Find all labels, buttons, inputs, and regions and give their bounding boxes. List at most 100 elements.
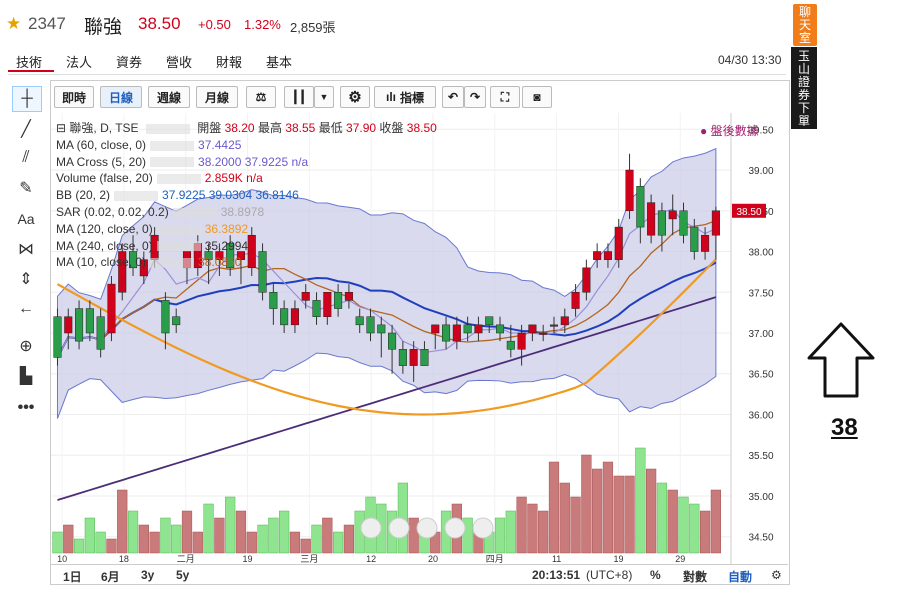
volume-bar: [73, 538, 85, 554]
ma10-line: [56, 219, 717, 358]
redo-icon[interactable]: ↷: [464, 86, 486, 108]
fullscreen-icon[interactable]: ⛶: [490, 86, 520, 108]
candle-body: [247, 234, 256, 269]
tab-financials[interactable]: 財報: [216, 55, 243, 70]
crosshair-icon[interactable]: ┼: [12, 86, 42, 112]
legend-row[interactable]: MA (60, close, 0) 37.4425: [56, 137, 241, 154]
candle-body: [625, 169, 634, 212]
percent-toggle[interactable]: %: [650, 568, 661, 582]
interval-daily-button[interactable]: 日線: [100, 86, 142, 108]
legend-controls-icon[interactable]: [150, 140, 195, 151]
legend-row[interactable]: BB (20, 2) 37.9225 39.0304 36.8146: [56, 187, 299, 204]
tab-divider: [8, 74, 786, 75]
fibonacci-icon[interactable]: ⫽: [22, 149, 30, 166]
price-chart[interactable]: 39.50 39.00 38.50 38.00 37.50 37.00 36.50 36.00…: [51, 113, 788, 565]
legend-controls-icon[interactable]: [172, 207, 217, 218]
candle-body: [290, 308, 299, 326]
active-tab-indicator: [8, 70, 54, 72]
broker-order-button[interactable]: 玉山證券下單: [791, 47, 817, 129]
legend-row[interactable]: MA (240, close, 0) 35.2994: [56, 238, 248, 255]
stock-price: 38.50: [138, 14, 181, 33]
log-toggle[interactable]: 對數: [683, 570, 708, 584]
legend-controls-icon[interactable]: [145, 123, 190, 134]
range-6m-button[interactable]: 6月: [101, 570, 120, 584]
y-tick-label: 35.50: [748, 451, 773, 462]
legend-row-values: 36.3892: [204, 221, 249, 236]
interval-weekly-button[interactable]: 週線: [148, 86, 190, 108]
legend-symbol: 聯強, D, TSE: [69, 121, 139, 135]
pattern-icon[interactable]: ⋈: [18, 241, 34, 258]
legend-title-row: ⊟ 聯強, D, TSE 開盤 38.20 最高 38.55 最低 37.90 …: [56, 120, 437, 137]
open-label: 開盤: [197, 121, 222, 135]
legend-controls-icon[interactable]: [156, 241, 201, 252]
gear-icon[interactable]: ⚙: [771, 568, 782, 582]
brush-icon[interactable]: ✎: [19, 180, 33, 197]
legend-controls-icon[interactable]: [156, 174, 201, 185]
measure-icon[interactable]: ⇕: [19, 271, 33, 288]
chevron-down-icon[interactable]: ▼: [314, 86, 334, 108]
legend-controls-icon[interactable]: [156, 224, 201, 235]
ruler-icon[interactable]: ▙: [19, 368, 33, 385]
undo-icon[interactable]: ↶: [442, 86, 464, 108]
legend-controls-icon[interactable]: [150, 258, 195, 269]
legend-controls-icon[interactable]: [150, 157, 195, 168]
tab-technical[interactable]: 技術: [16, 55, 43, 70]
candle-body: [614, 226, 623, 260]
tab-revenue[interactable]: 營收: [166, 55, 193, 70]
compare-icon[interactable]: ⚖: [246, 86, 276, 108]
interval-realtime-button[interactable]: 即時: [54, 86, 94, 108]
chat-room-button[interactable]: 聊天室: [793, 4, 817, 46]
legend-row-values: 2.859K n/a: [204, 171, 263, 186]
legend-row[interactable]: Volume (false, 20) 2.859K n/a: [56, 170, 263, 187]
candle-body: [560, 316, 569, 326]
after-hours-link[interactable]: ● 盤後數據: [700, 124, 759, 138]
trendline-icon[interactable]: ╱: [21, 121, 31, 138]
zoom-in-icon[interactable]: ⊕: [19, 338, 33, 355]
candle-body: [312, 300, 321, 317]
legend-row-label: Volume (false, 20): [56, 171, 153, 186]
arrow-left-icon[interactable]: ←: [18, 300, 34, 317]
indicators-button[interactable]: ılı 指標: [374, 86, 436, 108]
range-1d-button[interactable]: 1日: [63, 570, 82, 584]
more-icon[interactable]: •••: [17, 399, 35, 416]
low-label: 最低: [318, 121, 343, 135]
tab-basic[interactable]: 基本: [266, 55, 293, 70]
chart-bottom-bar: 1日 6月 3y 5y 20:13:51 (UTC+8) % 對數 自動 ⚙: [51, 564, 788, 585]
volume-bar: [257, 524, 268, 554]
candle-body: [647, 202, 656, 236]
text-icon[interactable]: Aa: [17, 211, 35, 227]
candle-body: [366, 316, 375, 334]
candle-body: [323, 292, 332, 317]
interval-monthly-button[interactable]: 月線: [196, 86, 238, 108]
volume-bar: [548, 461, 560, 554]
collapse-icon[interactable]: ⊟: [56, 121, 67, 135]
range-5y-button[interactable]: 5y: [176, 568, 190, 582]
tab-margin[interactable]: 資券: [116, 55, 143, 70]
legend-row-values: 35.2994: [204, 238, 249, 253]
legend-row[interactable]: MA Cross (5, 20) 38.2000 37.9225 n/a: [56, 154, 308, 171]
gear-icon[interactable]: ⚙: [340, 86, 370, 108]
volume-bar: [602, 461, 614, 554]
range-3y-button[interactable]: 3y: [141, 568, 155, 582]
legend-controls-icon[interactable]: [114, 191, 159, 202]
legend-row[interactable]: MA (10, close, 0) 38.0850: [56, 254, 241, 271]
candle-type-icon[interactable]: ┃┃: [284, 86, 314, 108]
price-change: +0.50: [198, 17, 231, 32]
ma120-line: [56, 258, 717, 416]
camera-icon[interactable]: ◙: [522, 86, 552, 108]
auto-toggle[interactable]: 自動: [728, 570, 753, 584]
legend-row[interactable]: SAR (0.02, 0.02, 0.2) 38.8978: [56, 204, 264, 221]
interval-daily-label: 日線: [108, 90, 133, 105]
volume-bar: [624, 475, 635, 554]
tab-institutional[interactable]: 法人: [66, 55, 93, 70]
candle-body: [215, 251, 224, 260]
candle-body: [236, 251, 245, 260]
interval-realtime-label: 即時: [61, 90, 86, 105]
star-icon[interactable]: ★: [6, 14, 22, 33]
legend-row-label: SAR (0.02, 0.02, 0.2): [56, 205, 169, 219]
chart-frame: [50, 80, 790, 585]
after-hours-label: 盤後數據: [710, 124, 759, 138]
y-tick-label: 37.00: [748, 329, 773, 340]
volume-bar: [505, 510, 516, 554]
legend-row[interactable]: MA (120, close, 0) 36.3892: [56, 221, 248, 238]
